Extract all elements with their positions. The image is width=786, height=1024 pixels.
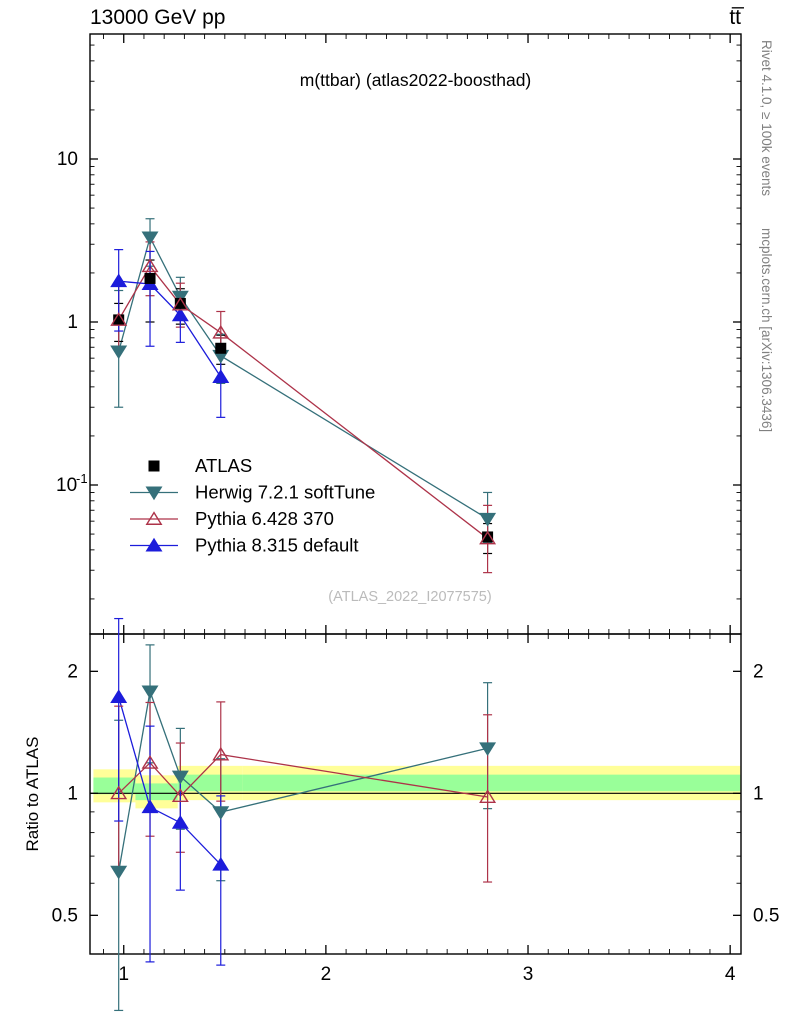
- svg-text:0.5: 0.5: [52, 905, 78, 926]
- svg-text:1: 1: [67, 783, 78, 804]
- svg-text:(ATLAS_2022_I2077575): (ATLAS_2022_I2077575): [328, 589, 491, 605]
- svg-text:3: 3: [523, 964, 534, 985]
- svg-text:mcplots.cern.ch [arXiv:1306.34: mcplots.cern.ch [arXiv:1306.3436]: [759, 228, 774, 432]
- svg-text:10: 10: [57, 149, 78, 170]
- svg-text:1: 1: [118, 964, 129, 985]
- svg-text:1: 1: [753, 783, 764, 804]
- svg-text:10: 10: [56, 475, 77, 496]
- svg-text:-1: -1: [76, 471, 88, 486]
- svg-text:0.5: 0.5: [753, 905, 779, 926]
- svg-text:ATLAS: ATLAS: [195, 455, 252, 476]
- svg-text:4: 4: [725, 964, 736, 985]
- svg-text:13000 GeV pp: 13000 GeV pp: [90, 6, 225, 29]
- svg-text:Ratio to ATLAS: Ratio to ATLAS: [23, 737, 42, 852]
- svg-text:2: 2: [753, 661, 764, 682]
- svg-text:Pythia 6.428 370: Pythia 6.428 370: [195, 508, 334, 529]
- svg-text:1: 1: [67, 312, 78, 333]
- svg-text:Herwig 7.2.1 softTune: Herwig 7.2.1 softTune: [195, 482, 375, 503]
- svg-text:2: 2: [67, 661, 78, 682]
- svg-text:Pythia 8.315 default: Pythia 8.315 default: [195, 535, 359, 556]
- svg-text:2: 2: [321, 964, 332, 985]
- svg-text:m(ttbar) (atlas2022-boosthad): m(ttbar) (atlas2022-boosthad): [300, 70, 532, 90]
- svg-text:Rivet 4.1.0, ≥ 100k events: Rivet 4.1.0, ≥ 100k events: [759, 40, 774, 196]
